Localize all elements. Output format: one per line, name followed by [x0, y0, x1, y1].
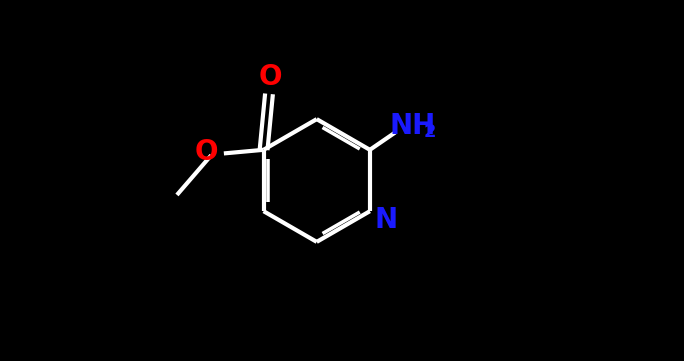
- Text: 2: 2: [423, 123, 436, 141]
- Text: O: O: [259, 62, 282, 91]
- Text: N: N: [375, 206, 397, 234]
- Text: NH: NH: [389, 112, 436, 140]
- Text: O: O: [195, 138, 218, 166]
